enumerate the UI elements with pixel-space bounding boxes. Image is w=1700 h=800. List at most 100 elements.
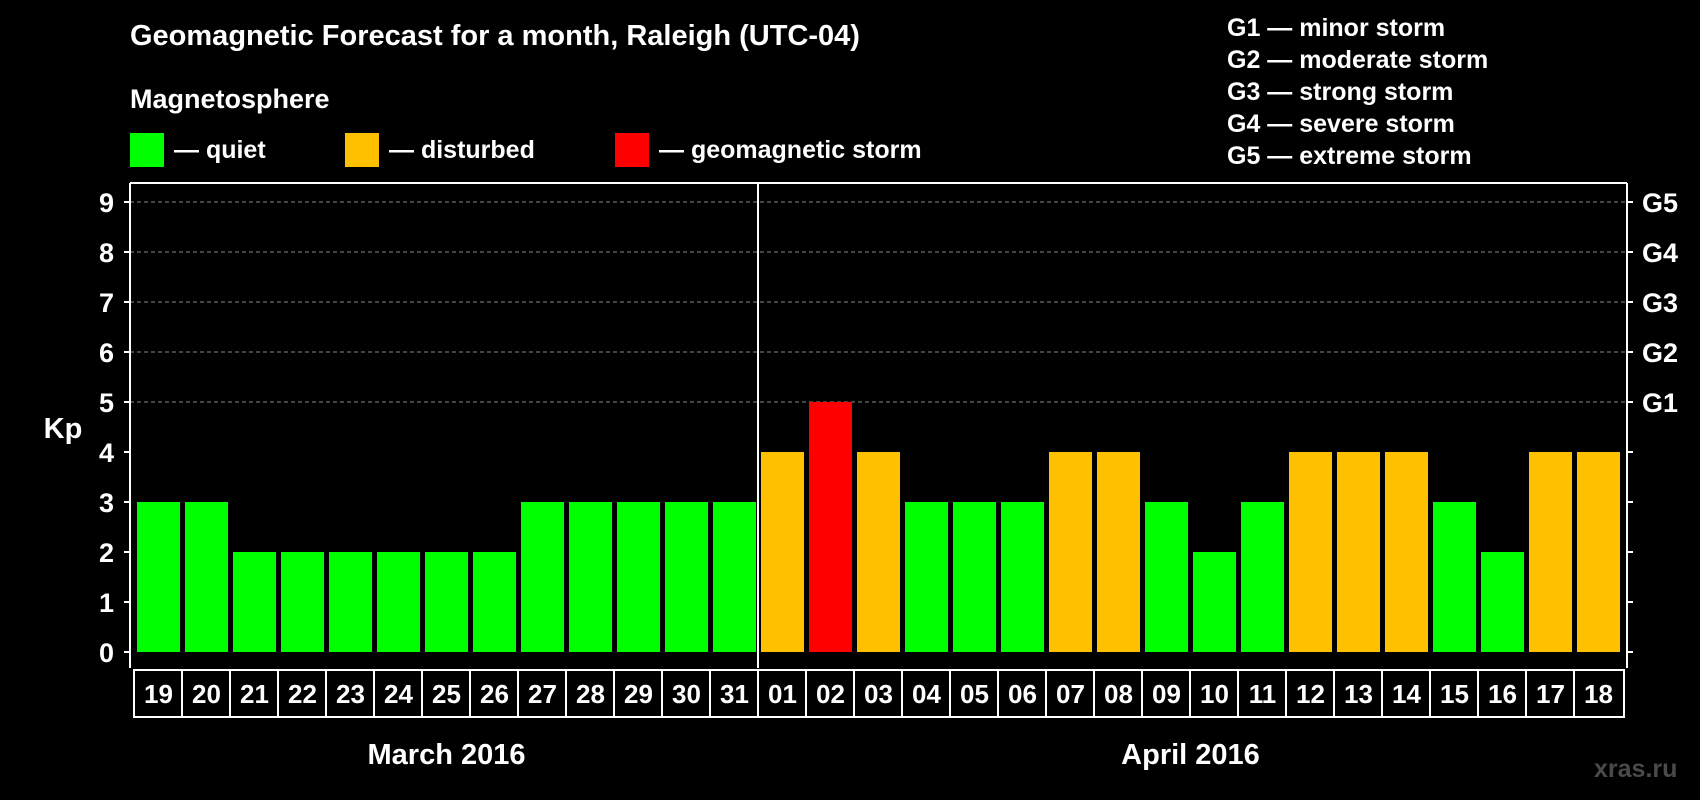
legend-item-quiet: — quiet	[130, 133, 266, 167]
bar-18	[1577, 452, 1620, 652]
date-label-22: 22	[288, 679, 317, 709]
date-label-10: 10	[1200, 679, 1229, 709]
legend-swatch-disturbed	[345, 133, 379, 167]
date-label-27: 27	[528, 679, 557, 709]
bar-26	[473, 552, 516, 652]
date-label-20: 20	[192, 679, 221, 709]
storm-scale-g5: G5 — extreme storm	[1227, 142, 1472, 170]
bar-11	[1241, 502, 1284, 652]
bar-09	[1145, 502, 1188, 652]
legend-heading: Magnetosphere	[130, 84, 330, 114]
bar-05	[953, 502, 996, 652]
bar-20	[185, 502, 228, 652]
y-tick-label-7: 7	[99, 288, 114, 318]
month-label-april: April 2016	[1121, 739, 1260, 771]
y-tick-label-9: 9	[99, 188, 114, 218]
y-tick-label-6: 6	[99, 338, 114, 368]
storm-scale-legend: G1 — minor storm G2 — moderate storm G3 …	[1227, 12, 1488, 172]
right-axis-label-g2: G2	[1642, 338, 1678, 368]
legend-label-storm: — geomagnetic storm	[659, 135, 922, 164]
date-label-19: 19	[144, 679, 173, 709]
date-label-06: 06	[1008, 679, 1037, 709]
bar-27	[521, 502, 564, 652]
bar-15	[1433, 502, 1476, 652]
y-tick-label-3: 3	[99, 488, 114, 518]
bar-08	[1097, 452, 1140, 652]
bar-23	[329, 552, 372, 652]
date-label-25: 25	[432, 679, 461, 709]
legend-label-quiet: — quiet	[174, 135, 266, 164]
bar-03	[857, 452, 900, 652]
storm-scale-g1: G1 — minor storm	[1227, 14, 1446, 42]
date-label-13: 13	[1344, 679, 1373, 709]
storm-scale-g4: G4 — severe storm	[1227, 110, 1455, 138]
date-label-12: 12	[1296, 679, 1325, 709]
y-tick-label-8: 8	[99, 238, 114, 268]
bar-28	[569, 502, 612, 652]
date-label-07: 07	[1056, 679, 1085, 709]
date-label-17: 17	[1536, 679, 1565, 709]
bar-12	[1289, 452, 1332, 652]
bar-10	[1193, 552, 1236, 652]
legend-label-disturbed: — disturbed	[389, 135, 535, 164]
bar-04	[905, 502, 948, 652]
y-tick-label-4: 4	[99, 438, 114, 468]
date-label-29: 29	[624, 679, 653, 709]
bar-06	[1001, 502, 1044, 652]
bar-24	[377, 552, 420, 652]
date-label-21: 21	[240, 679, 269, 709]
bar-30	[665, 502, 708, 652]
legend-swatch-storm	[615, 133, 649, 167]
storm-scale-g3: G3 — strong storm	[1227, 78, 1454, 106]
legend-item-disturbed: — disturbed	[345, 133, 535, 167]
right-axis-label-g1: G1	[1642, 388, 1678, 418]
watermark: xras.ru	[1594, 755, 1678, 783]
bar-16	[1481, 552, 1524, 652]
date-label-11: 11	[1249, 679, 1277, 709]
date-label-08: 08	[1104, 679, 1133, 709]
bar-13	[1337, 452, 1380, 652]
date-label-14: 14	[1392, 679, 1421, 709]
storm-scale-g2: G2 — moderate storm	[1227, 46, 1489, 74]
date-label-16: 16	[1488, 679, 1517, 709]
bar-14	[1385, 452, 1428, 652]
y-axis-title: Kp	[44, 413, 83, 445]
right-axis-label-g4: G4	[1642, 238, 1678, 268]
y-tick-label-5: 5	[99, 388, 114, 418]
bar-19	[137, 502, 180, 652]
month-label-march: March 2016	[368, 739, 526, 771]
date-label-18: 18	[1584, 679, 1613, 709]
legend-swatch-quiet	[130, 133, 164, 167]
y-tick-label-1: 1	[99, 588, 114, 618]
chart-title: Geomagnetic Forecast for a month, Raleig…	[130, 20, 860, 52]
bar-21	[233, 552, 276, 652]
date-label-03: 03	[864, 679, 893, 709]
date-label-24: 24	[384, 679, 413, 709]
y-tick-label-0: 0	[99, 638, 114, 668]
date-label-02: 02	[816, 679, 845, 709]
bar-29	[617, 502, 660, 652]
date-label-09: 09	[1152, 679, 1181, 709]
bar-17	[1529, 452, 1572, 652]
bar-01	[761, 452, 804, 652]
date-strip	[133, 669, 1625, 718]
date-label-28: 28	[576, 679, 605, 709]
date-label-26: 26	[480, 679, 509, 709]
date-label-31: 31	[720, 679, 749, 709]
legend-item-storm: — geomagnetic storm	[615, 133, 922, 167]
y-tick-label-2: 2	[99, 538, 114, 568]
right-axis-label-g3: G3	[1642, 288, 1678, 318]
right-axis-label-g5: G5	[1642, 188, 1678, 218]
date-label-15: 15	[1440, 679, 1469, 709]
bar-22	[281, 552, 324, 652]
bar-25	[425, 552, 468, 652]
date-label-23: 23	[336, 679, 365, 709]
date-label-05: 05	[960, 679, 989, 709]
bar-07	[1049, 452, 1092, 652]
date-label-01: 01	[768, 679, 797, 709]
date-label-30: 30	[672, 679, 701, 709]
bar-31	[713, 502, 756, 652]
bar-02	[809, 402, 852, 652]
date-label-04: 04	[912, 679, 941, 709]
